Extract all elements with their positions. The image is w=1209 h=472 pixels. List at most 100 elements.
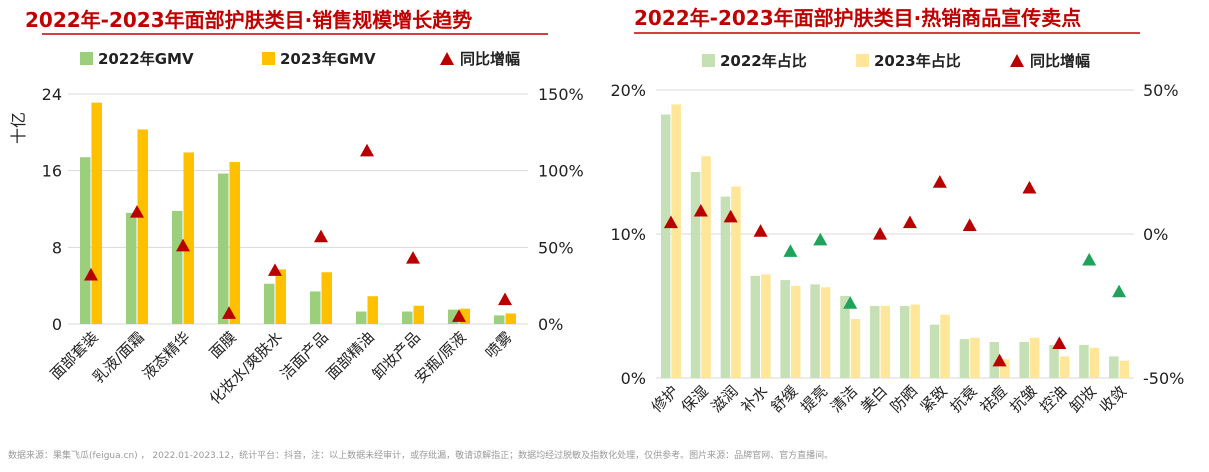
yoy-marker [314,229,328,243]
yoy-marker [222,306,236,319]
bar-2022-share [1019,342,1029,378]
bar-2022-gmv [218,173,229,324]
bar-2022-share [690,172,701,378]
legend-marker-yoy-right [1010,54,1024,67]
yoy-marker [753,224,768,237]
bar-2022-share [750,275,761,378]
legend-label-2023-share: 2023年占比 [874,52,961,70]
bar-2023-share [880,306,891,378]
bar-2023-gmv [321,272,332,324]
bar-2023-share [731,186,741,378]
category-label: 祛痘 [976,382,1010,416]
bar-2023-share [1029,337,1040,378]
bar-2022-share [1109,356,1119,378]
bar-2022-gmv [356,311,367,324]
bar-2023-share [970,337,980,378]
left-legend: 2022年GMV 2023年GMV 同比增幅 [80,50,520,68]
right-y2-tick-label: 50% [1143,81,1179,100]
legend-label-2023-gmv: 2023年GMV [280,50,376,68]
bar-2022-gmv [264,283,275,324]
right-y-tick-label: 10% [610,225,646,244]
left-y-axis-unit: 十亿 [9,112,28,144]
bar-2023-share [1059,356,1070,378]
bar-2023-share [820,287,831,378]
bar-2022-share [1049,344,1059,378]
category-label: 补水 [737,382,771,416]
bar-2023-gmv [229,162,240,324]
right-y-ticks: 0% 10% 20% [610,81,646,388]
legend-label-yoy: 同比增幅 [460,50,520,68]
bar-2022-share [929,324,940,378]
left-chart: 2022年-2023年面部护肤类目·销售规模增长趋势 2022年GMV 2023… [9,8,584,408]
legend-swatch-2022-gmv [80,52,93,65]
yoy-marker [723,209,738,223]
category-label: 美白 [857,382,891,416]
right-y2-tick-label: 0% [1143,225,1168,244]
yoy-marker [176,238,190,252]
left-chart-title: 2022年-2023年面部护肤类目·销售规模增长趋势 [25,8,472,32]
category-label: 保湿 [678,382,712,416]
bar-2023-gmv [413,305,424,324]
right-bars [660,104,1130,379]
legend-marker-yoy [440,52,454,65]
yoy-marker [1022,180,1037,194]
yoy-marker [498,292,512,306]
yoy-marker [360,143,374,157]
data-source-footer: 数据来源：果集飞瓜(feigua.cn) ， 2022.01-2023.12，统… [8,451,834,461]
right-y2-ticks: -50% 0% 50% [1143,81,1184,388]
yoy-marker [813,232,828,246]
category-label: 抗衰 [947,382,981,416]
category-label: 清洁 [827,382,861,416]
left-y-tick-label: 0 [52,315,62,334]
category-label: 卸妆 [1066,382,1100,416]
yoy-marker [84,267,98,281]
category-label: 抗皱 [1006,382,1040,416]
bar-2023-gmv [183,152,194,324]
right-legend: 2022年占比 2023年占比 同比增幅 [702,52,1090,70]
bar-2022-share [1079,344,1089,378]
right-chart: 2022年-2023年面部护肤类目·热销商品宣传卖点 2022年占比 2023年… [610,6,1184,416]
yoy-marker [452,309,466,322]
bar-2022-share [660,114,671,378]
bar-2023-share [790,285,801,378]
bar-2023-share [1119,360,1130,378]
right-y-tick-label: 20% [610,81,646,100]
category-label: 喷雾 [482,328,516,362]
category-label: 面部精油 [323,328,378,383]
yoy-marker [992,353,1007,367]
category-label: 液态精华 [139,328,194,383]
category-label: 洁面产品 [277,328,332,383]
bar-2023-share [701,156,711,378]
yoy-marker [130,205,144,218]
yoy-marker [406,251,420,264]
left-y2-tick-label: 50% [538,238,574,257]
category-label: 收敛 [1096,382,1130,416]
yoy-marker [1052,336,1067,350]
right-y2-tick-label: -50% [1143,369,1184,388]
bar-2022-share [720,196,731,378]
category-label: 控油 [1036,382,1070,416]
yoy-marker [962,218,977,231]
bar-2022-share [959,339,970,378]
bar-2022-gmv [80,157,91,324]
bar-2023-gmv [459,308,470,324]
category-label: 防晒 [887,382,921,416]
bar-2022-gmv [172,210,183,324]
left-y-tick-label: 24 [42,85,62,104]
bar-2023-gmv [91,102,102,324]
yoy-marker [268,263,282,276]
bar-2022-share [870,306,880,378]
bar-2022-share [810,284,820,378]
left-y-tick-label: 8 [52,238,62,257]
legend-swatch-2022-share [702,54,715,67]
bar-2023-share [761,274,771,378]
yoy-marker [663,215,678,229]
bar-2023-share [850,318,861,378]
left-y2-tick-label: 0% [538,315,563,334]
category-label: 面膜 [206,328,240,362]
bar-2023-gmv [275,269,286,324]
yoy-marker [693,203,708,217]
bar-2023-share [940,314,950,378]
